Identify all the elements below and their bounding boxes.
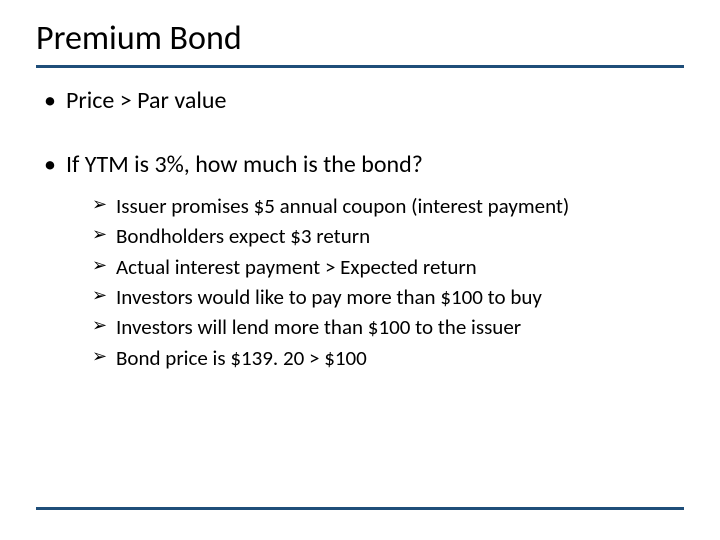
list-item: Bond price is $139. 20 > $100 — [92, 344, 684, 372]
slide: Premium Bond Price > Par value If YTM is… — [0, 0, 720, 540]
bullet-list: Price > Par value If YTM is 3%, how much… — [36, 86, 684, 372]
list-item: Issuer promises $5 annual coupon (intere… — [92, 192, 684, 220]
list-item: Actual interest payment > Expected retur… — [92, 253, 684, 281]
list-item: Bondholders expect $3 return — [92, 222, 684, 250]
bullet-text: If YTM is 3%, how much is the bond? — [66, 150, 423, 179]
slide-title: Premium Bond — [36, 18, 684, 68]
list-item: Investors will lend more than $100 to th… — [92, 313, 684, 341]
list-item: Price > Par value — [44, 86, 684, 116]
sub-bullet-text: Bond price is $139. 20 > $100 — [116, 345, 367, 371]
list-item: If YTM is 3%, how much is the bond? Issu… — [44, 150, 684, 372]
sub-bullet-text: Actual interest payment > Expected retur… — [116, 254, 477, 280]
sub-bullet-text: Issuer promises $5 annual coupon (intere… — [116, 193, 569, 219]
bullet-text: Price > Par value — [66, 86, 226, 115]
sub-bullet-text: Investors would like to pay more than $1… — [116, 284, 542, 310]
sub-bullet-list: Issuer promises $5 annual coupon (intere… — [66, 192, 684, 372]
divider — [36, 507, 684, 510]
sub-bullet-text: Investors will lend more than $100 to th… — [116, 314, 521, 340]
sub-bullet-text: Bondholders expect $3 return — [116, 223, 370, 249]
list-item: Investors would like to pay more than $1… — [92, 283, 684, 311]
